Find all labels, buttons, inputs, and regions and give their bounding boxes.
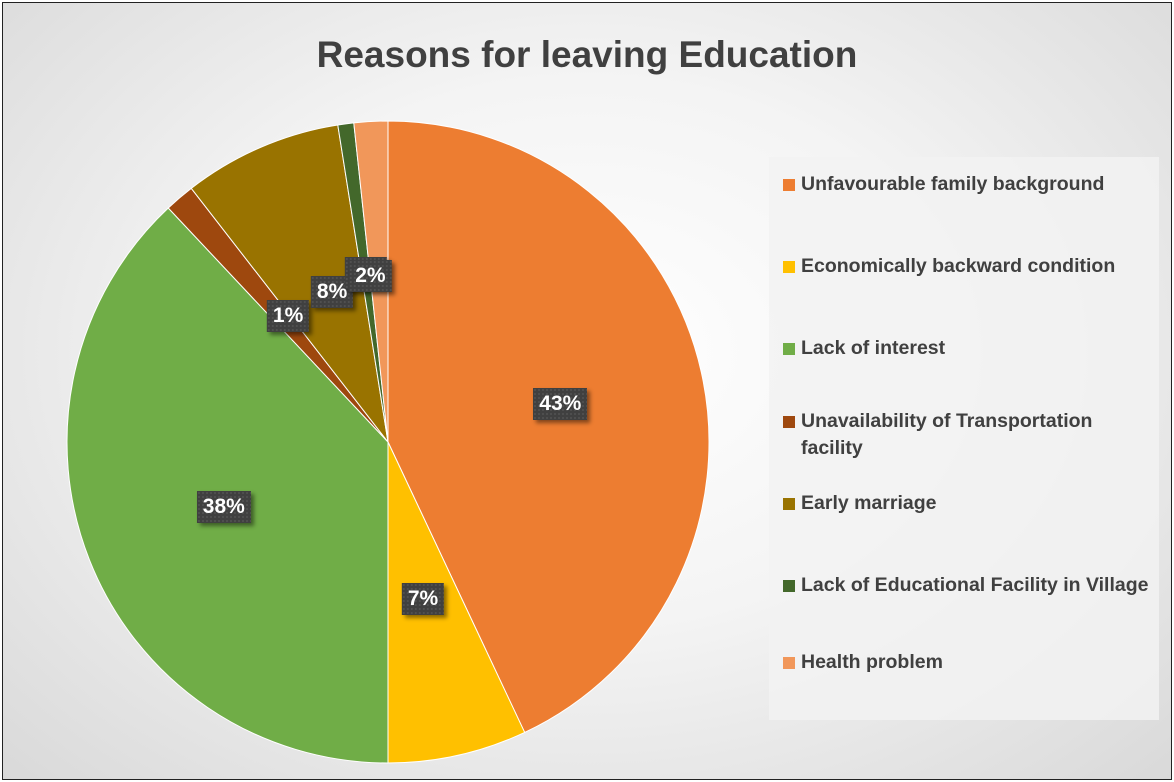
legend-swatch [783,343,795,355]
legend: Unfavourable family background Economical… [769,157,1159,720]
pie-slice-early-marriage [190,124,389,443]
legend-swatch [783,580,795,592]
pie-slice-lack-of-interest [66,207,389,764]
pie-slice-economically-backward-condition [387,441,526,764]
legend-swatch [783,416,795,428]
legend-label: Lack of Educational Facility in Village [801,574,1149,596]
legend-swatch [783,261,795,273]
chart-title: Reasons for leaving Education [316,34,858,75]
legend-swatch [783,179,795,191]
legend-label: Unavailability of Transportation facilit… [801,410,1093,459]
pie-slice-unfavourable-family-background [387,120,710,734]
legend-label: Unfavourable family background [801,173,1105,195]
legend-label: Health problem [801,651,943,673]
legend-label: Early marriage [801,492,937,514]
data-label-lack-of-interest: 38% [196,491,251,523]
legend-label: Economically backward condition [801,255,1116,277]
data-label-health-problem: 2% [349,260,392,292]
legend-swatch [783,657,795,669]
legend-swatch [783,498,795,510]
data-label-unavailability-of-transportation-facility: 1% [266,300,310,333]
data-label-unfavourable-family-background: 43% [533,387,588,420]
data-label-economically-backward-condition: 7% [401,582,445,615]
legend-label: Lack of interest [801,337,946,359]
